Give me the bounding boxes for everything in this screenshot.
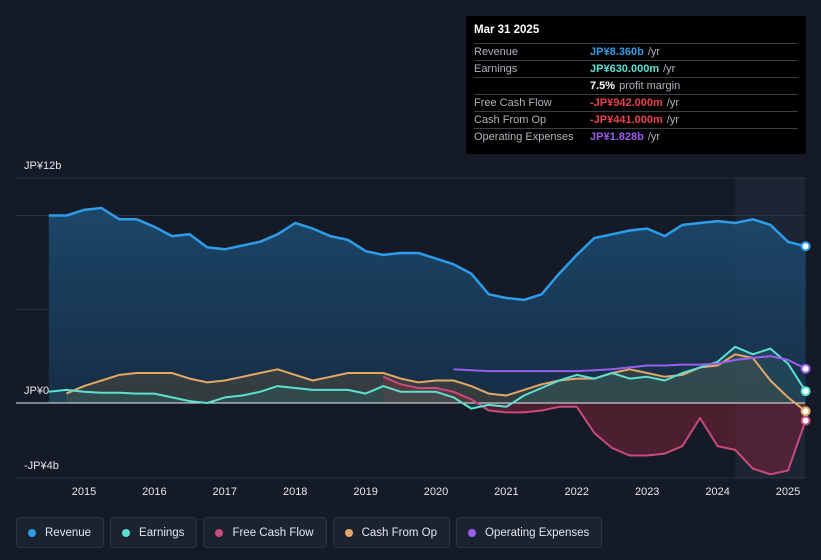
tooltip-unit: /yr	[663, 63, 676, 75]
chart-legend: Revenue Earnings Free Cash Flow Cash Fro…	[16, 517, 603, 548]
y-axis-zero-label: JP¥0	[24, 385, 50, 397]
tooltip-value: JP¥630.000m	[590, 63, 660, 75]
tooltip-unit: profit margin	[619, 80, 681, 92]
x-tick-label: 2015	[72, 486, 96, 498]
tooltip-row: Cash From Op -JP¥441.000m/yr	[474, 111, 798, 128]
earnings-dot-icon	[122, 528, 131, 537]
tooltip-row: Revenue JP¥8.360b/yr	[474, 43, 798, 60]
x-tick-label: 2025	[776, 486, 800, 498]
legend-label: Free Cash Flow	[232, 526, 314, 539]
cash-from-op-line	[66, 353, 807, 413]
tooltip-value: -JP¥441.000m	[590, 114, 663, 126]
revenue-area	[48, 208, 806, 403]
tooltip-label: Cash From Op	[474, 114, 547, 126]
x-tick-label: 2019	[353, 486, 377, 498]
legend-label: Earnings	[139, 526, 185, 539]
tooltip-unit: /yr	[666, 97, 680, 109]
tooltip-row: Operating Expenses JP¥1.828b/yr	[474, 128, 798, 145]
revenue-dot-icon	[28, 528, 36, 537]
x-tick-label: 2024	[705, 486, 729, 498]
operating-expenses-line	[453, 355, 807, 373]
tooltip-value: -JP¥942.000m	[590, 97, 663, 109]
legend-earnings[interactable]: Earnings	[110, 517, 198, 548]
cash-from-op-end-point	[800, 406, 811, 417]
tooltip-value: 7.5%	[590, 80, 616, 92]
cash-from-op-area	[66, 354, 806, 412]
x-tick-label: 2016	[142, 486, 166, 498]
x-tick-label: 2020	[424, 486, 448, 498]
legend-label: Cash From Op	[361, 526, 438, 539]
free-cash-flow-end-point	[800, 415, 811, 426]
tooltip-value: JP¥1.828b	[590, 131, 644, 143]
free-cash-flow-dot-icon	[215, 528, 224, 537]
tooltip-label: Free Cash Flow	[474, 97, 552, 109]
data-tooltip: Mar 31 2025 Revenue JP¥8.360b/yr Earnings J…	[466, 16, 806, 154]
tooltip-unit: /yr	[647, 46, 661, 58]
legend-free-cash-flow[interactable]: Free Cash Flow	[203, 517, 327, 548]
legend-operating-expenses[interactable]: Operating Expenses	[456, 517, 603, 548]
earnings-area	[48, 346, 806, 409]
y-axis-top-label: JP¥12b	[24, 160, 62, 172]
tooltip-row: Free Cash Flow -JP¥942.000m/yr	[474, 94, 798, 111]
revenue-end-point	[800, 241, 811, 252]
tooltip-row: Earnings JP¥630.000m/yr	[474, 60, 798, 77]
earnings-line	[48, 345, 807, 410]
x-tick-label: 2023	[635, 486, 659, 498]
tooltip-unit: /yr	[666, 114, 680, 126]
operating-expenses-end-point	[800, 363, 811, 374]
legend-label: Operating Expenses	[485, 526, 590, 539]
x-tick-label: 2018	[283, 486, 307, 498]
x-tick-label: 2017	[213, 486, 237, 498]
y-axis-bottom-label: -JP¥4b	[24, 460, 59, 472]
free-cash-flow-line	[382, 375, 807, 476]
operating-expenses-dot-icon	[468, 528, 477, 537]
chart-plot-area: 2015 2016 2017 2018 2019 2020 2021 2022 2023 2024…	[16, 177, 811, 498]
tooltip-label: Revenue	[474, 46, 519, 58]
x-tick-label: 2022	[565, 486, 589, 498]
revenue-line	[48, 206, 806, 302]
legend-label: Revenue	[45, 526, 92, 539]
cash-from-op-dot-icon	[344, 528, 353, 537]
x-tick-label: 2021	[494, 486, 518, 498]
free-cash-flow-area	[383, 376, 806, 475]
tooltip-unit: /yr	[647, 131, 661, 143]
tooltip-label: Operating Expenses	[474, 131, 574, 143]
tooltip-value: JP¥8.360b	[590, 46, 644, 58]
legend-cash-from-op[interactable]: Cash From Op	[332, 517, 451, 548]
tooltip-label: Earnings	[474, 63, 518, 75]
tooltip-date: Mar 31 2025	[474, 24, 540, 36]
legend-revenue[interactable]: Revenue	[16, 517, 105, 548]
earnings-end-point	[800, 386, 811, 397]
tooltip-row: 7.5% profit margin	[474, 77, 798, 94]
